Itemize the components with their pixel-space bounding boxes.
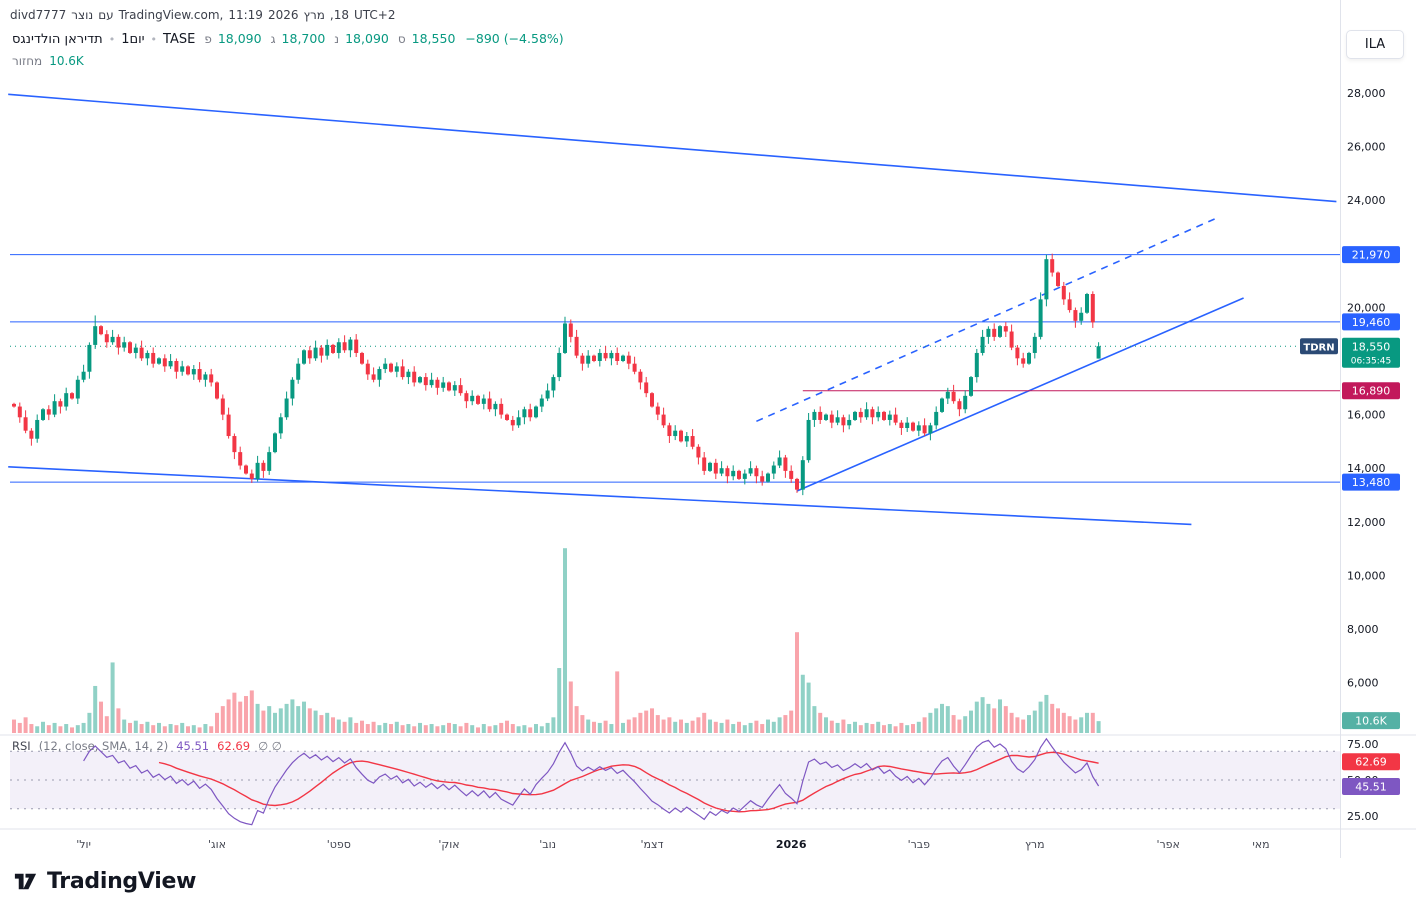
price-tick-label: 10,000 <box>1347 569 1386 582</box>
time-axis-label: אפר' <box>1156 838 1179 851</box>
low-value: 18,090 <box>345 31 389 46</box>
symbol-axis-badge[interactable] <box>1300 338 1338 355</box>
volume-series <box>12 548 1101 733</box>
legend-separator: • <box>150 33 158 46</box>
rsi-value-badge[interactable] <box>1342 753 1400 771</box>
time-axis-label: נוב' <box>539 838 556 851</box>
volume-legend[interactable]: מחזור 10.6K <box>12 54 84 68</box>
time-axis-label: דצמ' <box>640 838 663 851</box>
price-tick-label: 28,000 <box>1347 87 1386 100</box>
price-level-badge[interactable] <box>1342 473 1400 491</box>
svg-text:19,460: 19,460 <box>1352 316 1391 329</box>
symbol-button-ila[interactable]: ILA <box>1346 30 1404 59</box>
close-value: 18,550 <box>411 31 456 46</box>
rsi-band <box>10 750 1340 810</box>
watermark-token: נוצר <box>71 8 94 22</box>
watermark-token: מרץ <box>303 8 325 22</box>
time-axis-label: פבר' <box>908 838 931 851</box>
time-axis-label: יול' <box>76 838 91 851</box>
price-tick-label: 14,000 <box>1347 462 1386 475</box>
rsi-tick-label: 25.00 <box>1347 810 1379 823</box>
change-value: −890 (−4.58%) <box>465 31 564 46</box>
high-label: ג <box>270 32 276 46</box>
watermark-token: עם <box>98 8 114 22</box>
time-axis-label: 2026 <box>776 838 807 851</box>
current-price-label: 18,550 <box>1352 340 1391 353</box>
time-axis-label: אוג' <box>208 838 226 851</box>
rsi-value-badge[interactable] <box>1342 777 1400 795</box>
time-axis-label: אוק' <box>438 838 459 851</box>
price-tick-label: 24,000 <box>1347 194 1386 207</box>
volume-axis-badge[interactable] <box>1342 712 1400 730</box>
price-tick-label: 8,000 <box>1347 623 1379 636</box>
low-label: נ <box>334 32 340 46</box>
pane-separators[interactable] <box>0 0 1416 858</box>
time-axis-label: מאי <box>1252 838 1269 851</box>
legend-separator: • <box>108 33 116 46</box>
symbol-legend[interactable]: תדיראן הולדינגס • 1יום • TASE פ 18,090 ג… <box>12 31 564 47</box>
watermark-token: divd7777 <box>10 8 67 22</box>
price-tick-label: 6,000 <box>1347 677 1379 690</box>
price-tick-label: 26,000 <box>1347 141 1386 154</box>
open-value: 18,090 <box>217 31 262 46</box>
time-axis-label: מרץ <box>1025 838 1045 851</box>
rsi-lines <box>83 737 1100 826</box>
svg-text:45.51: 45.51 <box>1355 780 1387 793</box>
high-value: 18,700 <box>281 31 326 46</box>
svg-text:13,480: 13,480 <box>1352 476 1391 489</box>
exchange-label: TASE <box>163 32 196 47</box>
watermark-token: UTC+2 <box>353 8 396 22</box>
price-level-badge[interactable] <box>1342 246 1400 264</box>
tradingview-wordmark: TradingView <box>47 869 197 894</box>
volume-value: 10.6K <box>49 54 84 68</box>
watermark-token: 11:19 <box>228 8 263 22</box>
rsi-title: RSI <box>12 739 31 753</box>
open-label: פ <box>204 32 212 46</box>
price-tick-label: 16,000 <box>1347 409 1386 422</box>
watermark: divd7777 נוצר עם TradingView.com, 11:19 2026 מ… <box>10 8 395 22</box>
svg-text:21,970: 21,970 <box>1352 249 1391 262</box>
svg-text:TDRN: TDRN <box>1303 342 1334 353</box>
watermark-token: ,18 <box>329 8 349 22</box>
rsi-value: 45.51 <box>176 739 210 753</box>
price-level-badge[interactable] <box>1342 382 1400 400</box>
rsi-params: (12, close, SMA, 14, 2) <box>38 739 169 753</box>
rsi-extra-values: ∅ ∅ <box>258 739 282 753</box>
rsi-tick-label: 75.00 <box>1347 738 1379 751</box>
rsi-ma-value: 62.69 <box>217 739 251 753</box>
current-price-badge[interactable] <box>1342 337 1400 368</box>
candlestick-series[interactable] <box>12 253 1101 496</box>
rsi-legend[interactable]: RSI (12, close, SMA, 14, 2) 45.51 62.69 … <box>12 739 282 753</box>
svg-text:16,890: 16,890 <box>1352 385 1391 398</box>
trendlines[interactable] <box>8 93 1337 526</box>
interval-label[interactable]: 1יום <box>121 32 145 47</box>
watermark-token: TradingView.com, <box>118 8 224 22</box>
price-levels[interactable] <box>10 254 1340 483</box>
price-axis[interactable]: 28,000 26,000 24,000 20,000 16,000 14,000 12,0… <box>1300 87 1400 730</box>
price-tick-label: 12,000 <box>1347 516 1386 529</box>
svg-text:10.6K: 10.6K <box>1355 715 1387 728</box>
price-tick-label: 20,000 <box>1347 301 1386 314</box>
svg-text:62.69: 62.69 <box>1355 756 1387 769</box>
session-countdown: 06:35:45 <box>1351 356 1391 366</box>
watermark-token: 2026 <box>267 8 299 22</box>
close-label: ס <box>397 32 406 46</box>
volume-label: מחזור <box>12 54 43 68</box>
tradingview-logomark <box>14 873 37 890</box>
price-level-badge[interactable] <box>1342 313 1400 331</box>
time-axis[interactable]: יול' אוג' ספט' אוק' נוב' דצמ' 2026 פבר' מרץ אפר' מ… <box>76 838 1269 851</box>
tradingview-logo[interactable]: TradingView <box>12 868 196 895</box>
symbol-name[interactable]: תדיראן הולדינגס <box>12 32 103 47</box>
time-axis-label: ספט' <box>327 838 351 851</box>
